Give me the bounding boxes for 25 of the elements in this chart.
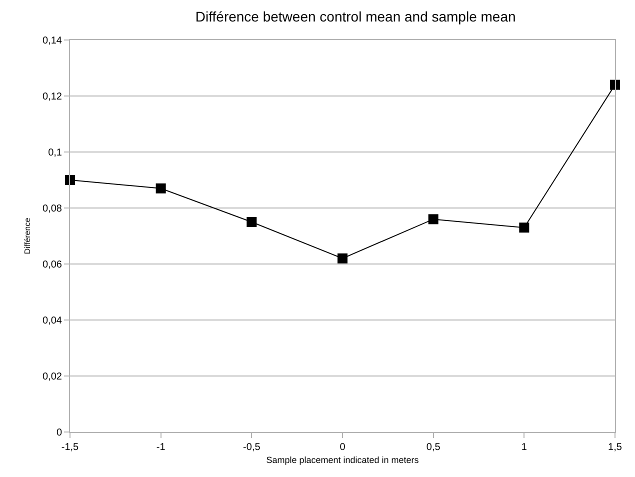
x-tick-label: 1 (521, 442, 528, 453)
y-tick-label: 0,08 (42, 204, 62, 214)
point (428, 214, 438, 224)
y-axis-title: Différence (23, 217, 32, 254)
y-tick-label: 0,04 (42, 316, 62, 326)
point (338, 253, 348, 264)
x-tick-label: -0,5 (243, 442, 261, 453)
y-tick-label: 0 (56, 428, 62, 438)
x-tick-label: 0 (340, 442, 346, 453)
y-tick-label: 0,1 (48, 148, 62, 158)
point (156, 183, 166, 194)
y-tick-label: 0,02 (42, 372, 62, 382)
point (246, 217, 257, 227)
y-tick-label: 0,14 (42, 36, 62, 46)
point (519, 222, 530, 233)
y-tick-label: 0,12 (42, 92, 62, 102)
x-tick-label: -1,5 (61, 442, 80, 453)
point (610, 80, 620, 90)
y-tick-label: 0,06 (42, 260, 62, 270)
x-tick-label: -1 (156, 442, 166, 453)
chart-title: Différence between control mean and sample mean (195, 8, 516, 25)
x-tick-label: 1,5 (608, 442, 622, 453)
x-tick-label: 0,5 (426, 442, 441, 453)
x-axis-title: Sample placement indicated in meters (266, 454, 420, 465)
point (65, 175, 75, 185)
